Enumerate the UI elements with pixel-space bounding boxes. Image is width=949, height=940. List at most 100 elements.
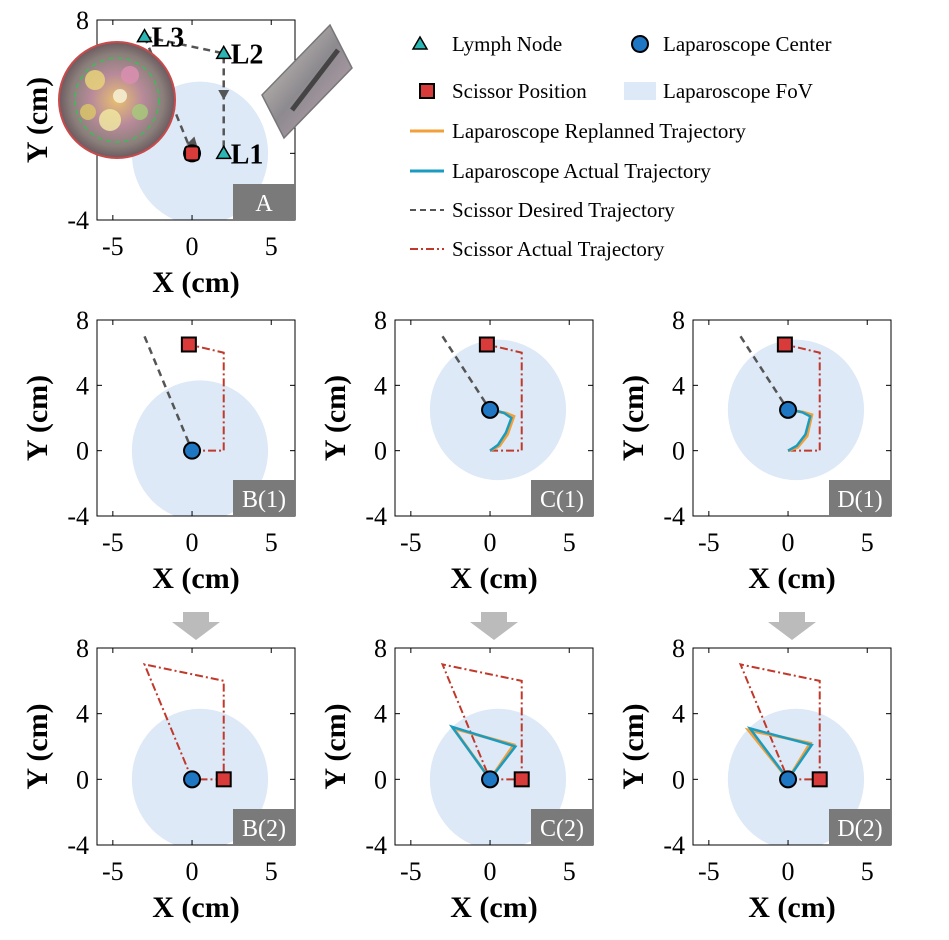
scissor-position-marker (776, 336, 793, 353)
laparoscope-center-marker (481, 400, 500, 419)
legend-item: Laparoscope Center (631, 32, 832, 56)
panel-badge (233, 184, 295, 220)
legend-patch-icon (624, 82, 656, 100)
x-axis-label: X (cm) (450, 891, 537, 924)
x-tick-label: 5 (563, 857, 576, 886)
panel-label: A (255, 191, 273, 217)
y-tick-label: 4 (672, 371, 685, 400)
y-tick-label: -4 (365, 502, 387, 531)
down-arrow-icon (470, 612, 518, 640)
lymph-node-marker (215, 144, 233, 160)
y-tick-label: 8 (374, 634, 387, 663)
y-tick-label: -4 (663, 831, 685, 860)
y-axis-label: Y (cm) (21, 703, 54, 789)
panel-badge (531, 480, 593, 516)
y-tick-label: 8 (76, 6, 89, 35)
flower-blob (99, 109, 121, 131)
x-tick-label: 5 (861, 857, 874, 886)
y-tick-label: 0 (374, 437, 387, 466)
flower-blob (85, 70, 105, 90)
legend-label: Laparoscope Center (663, 32, 832, 56)
panel-badge (531, 809, 593, 845)
x-tick-label: 0 (782, 857, 795, 886)
scissor-photo (261, 23, 353, 140)
x-tick-label: -5 (400, 857, 422, 886)
legend: Lymph Node Laparoscope Center Scissor Posi… (410, 32, 832, 261)
x-tick-label: 5 (265, 857, 278, 886)
chart-panel-C(1): -5 0 5 -4 0 4 8 X (cm) Y (cm) C(1) (319, 306, 594, 595)
scissor-position-marker (478, 336, 495, 353)
scissor-position-marker (215, 771, 232, 788)
lymph-node-marker (136, 28, 153, 43)
scissor-desired-trajectory (143, 335, 194, 452)
y-tick-label: 4 (374, 700, 387, 729)
y-tick-label: 8 (672, 306, 685, 335)
scissor-position-marker (811, 771, 828, 788)
axes-frame (692, 319, 892, 517)
y-tick-label: 4 (76, 700, 89, 729)
y-tick-label: 0 (672, 437, 685, 466)
panel-label: D(2) (837, 816, 882, 842)
panel-label: C(2) (540, 816, 584, 842)
y-tick-label: 0 (76, 765, 89, 794)
fov-ring (74, 57, 160, 143)
y-tick-label: 4 (76, 371, 89, 400)
panel-badge (829, 480, 891, 516)
y-axis-label: Y (cm) (21, 77, 54, 163)
axes-frame (96, 647, 296, 846)
down-arrow-icon (172, 612, 220, 640)
laparoscope-center-marker (779, 400, 798, 419)
y-tick-label: -4 (67, 831, 89, 860)
x-axis-label: X (cm) (748, 562, 835, 595)
scissor-shaft (290, 48, 340, 112)
legend-label: Laparoscope FoV (663, 79, 813, 103)
scissor-actual-trajectory (440, 663, 523, 781)
legend-item: Scissor Desired Trajectory (410, 198, 675, 222)
axes-frame (394, 647, 594, 846)
panel-label: C(1) (540, 487, 584, 513)
panel-badge (233, 809, 295, 845)
panel-badge (233, 480, 295, 516)
y-tick-label: 8 (76, 634, 89, 663)
x-tick-label: 0 (484, 857, 497, 886)
legend-item: Scissor Actual Trajectory (410, 237, 665, 261)
x-tick-label: 5 (563, 528, 576, 557)
scissor-actual-trajectory (486, 343, 523, 452)
legend-circle-icon (631, 35, 649, 53)
laparoscope-actual-trajectory (448, 724, 518, 781)
chart-panel-B(2): -5 0 5 -4 0 4 8 X (cm) Y (cm) B(2) (21, 634, 296, 924)
x-tick-label: -5 (698, 857, 720, 886)
flower-blob (80, 104, 96, 120)
scissor-position-marker (184, 145, 201, 162)
legend-item: Lymph Node (411, 32, 562, 56)
y-axis-label: Y (cm) (319, 375, 352, 461)
x-tick-label: -5 (102, 857, 124, 886)
x-axis-label: X (cm) (450, 562, 537, 595)
chart-panel-D(1): -5 0 5 -4 0 4 8 X (cm) Y (cm) D(1) (617, 306, 892, 595)
y-tick-label: 4 (672, 700, 685, 729)
y-axis-label: Y (cm) (21, 375, 54, 461)
y-tick-label: 8 (374, 306, 387, 335)
laparoscope-actual-trajectory (746, 726, 814, 781)
y-tick-label: -4 (663, 502, 685, 531)
legend-item: Scissor Position (419, 79, 587, 103)
x-tick-label: 0 (484, 528, 497, 557)
y-axis-label: Y (cm) (319, 703, 352, 789)
x-tick-label: -5 (102, 232, 124, 261)
y-tick-label: 0 (76, 437, 89, 466)
x-tick-label: 0 (186, 232, 199, 261)
legend-item: Laparoscope FoV (624, 79, 813, 103)
laparoscope-center-marker (481, 770, 500, 789)
legend-label: Laparoscope Actual Trajectory (452, 159, 711, 183)
scissor-actual-trajectory (784, 343, 821, 452)
x-tick-label: -5 (698, 528, 720, 557)
scissor-actual-trajectory (738, 663, 821, 781)
flower-blob (121, 66, 139, 84)
y-tick-label: 8 (672, 634, 685, 663)
axes-frame (692, 647, 892, 846)
lymph-node-label-L1: L1 (231, 139, 264, 170)
y-tick-label: 0 (672, 765, 685, 794)
y-axis-label: Y (cm) (617, 703, 650, 789)
panel-a-insets (58, 23, 353, 159)
